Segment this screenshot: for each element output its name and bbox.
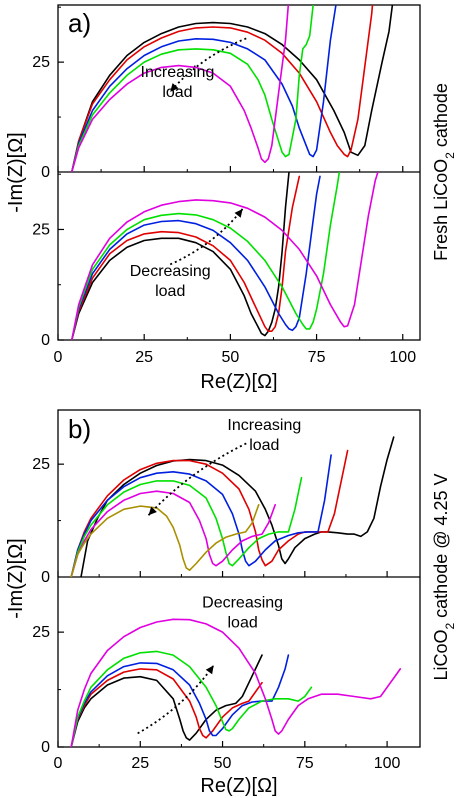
panel-a: 0 25 50 75 100 Re(Z)[Ω] -Im(Z)[Ω] a) Fresh LiCoO… [5,4,457,393]
series-line [70,454,332,577]
series-group [70,436,395,577]
x-tick-label: 100 [374,755,401,772]
series-line [71,172,290,340]
series-line [80,436,395,577]
panel-b: 0 25 50 75 100 Re(Z)[Ω] -Im(Z)[Ω] b) LiCoO2 cath… [5,409,457,797]
x-axis-label: Re(Z)[Ω] [200,775,277,797]
side-label-subscript: 2 [443,623,457,630]
annotation-line: Increasing [227,417,301,434]
side-label-end: cathode [431,83,451,152]
series-line [71,5,314,172]
series-line [70,490,277,577]
series-line [70,668,263,747]
panel-label: a) [68,8,91,38]
annotation-text: Decreasing load [130,263,211,300]
series-line [71,5,374,172]
y-tick-label: 25 [32,54,50,71]
arrow-head [234,208,243,218]
annotation-line: Decreasing [202,595,283,612]
side-label-subscript: 2 [443,152,457,159]
annotation-line: Increasing [141,64,215,81]
annotation-text: Increasing load [141,64,215,101]
x-tick-label: 75 [296,755,314,772]
y-axis-label: -Im(Z)[Ω] [5,132,27,212]
panel-label: b) [68,414,91,444]
side-label: LiCoO2 cathode @ 4.25 V [431,473,457,680]
x-tick-label: 25 [131,755,149,772]
series-group [71,5,394,172]
annotation-text: Increasing load [227,417,301,454]
series-line [71,5,337,172]
x-tick-label: 100 [389,349,416,366]
y-tick-label: 0 [41,569,50,586]
x-tick-label: 0 [54,349,63,366]
annotation-line: load [155,283,185,300]
series-line [70,618,402,747]
series-group [70,618,402,747]
x-axis-label: Re(Z)[Ω] [200,371,277,393]
series-line [70,503,260,577]
series-line [71,5,290,172]
y-tick-label: 0 [41,739,50,756]
arrow-head [170,83,179,92]
annotation-line: load [249,437,279,454]
side-label: Fresh LiCoO2 cathode [431,83,457,261]
annotation-line: load [162,84,192,101]
plot-frame [57,409,421,748]
side-label-main: LiCoO [431,630,451,681]
series-line [70,449,349,577]
x-tick-label: 0 [54,755,63,772]
y-tick-label: 25 [32,221,50,238]
annotation-text: Decreasing load [202,595,283,632]
x-tick-label: 50 [214,755,232,772]
arrow-head [148,506,157,516]
x-tick-label: 25 [135,349,153,366]
series-line [71,172,379,340]
y-tick-label: 0 [41,332,50,349]
series-line [71,172,341,340]
series-line [71,175,301,340]
arrow-head [205,665,214,675]
side-label-main: Fresh LiCoO [431,159,451,261]
series-group [71,172,379,340]
series-line [70,650,313,747]
series-line [70,476,303,577]
series-line [71,175,321,340]
y-tick-label: 25 [32,456,50,473]
series-line [70,654,263,747]
annotation-arrow [147,442,247,516]
series-line [71,5,394,172]
y-tick-label: 25 [32,624,50,641]
annotation-arrow [169,208,244,266]
y-axis-label: -Im(Z)[Ω] [5,538,27,618]
x-tick-label: 75 [308,349,326,366]
annotation-arrow [137,664,215,735]
annotation-line: load [227,615,257,632]
x-tick-label: 50 [221,349,239,366]
y-tick-label: 0 [41,164,50,181]
annotation-line: Decreasing [130,263,211,280]
side-label-end: cathode @ 4.25 V [431,473,451,622]
